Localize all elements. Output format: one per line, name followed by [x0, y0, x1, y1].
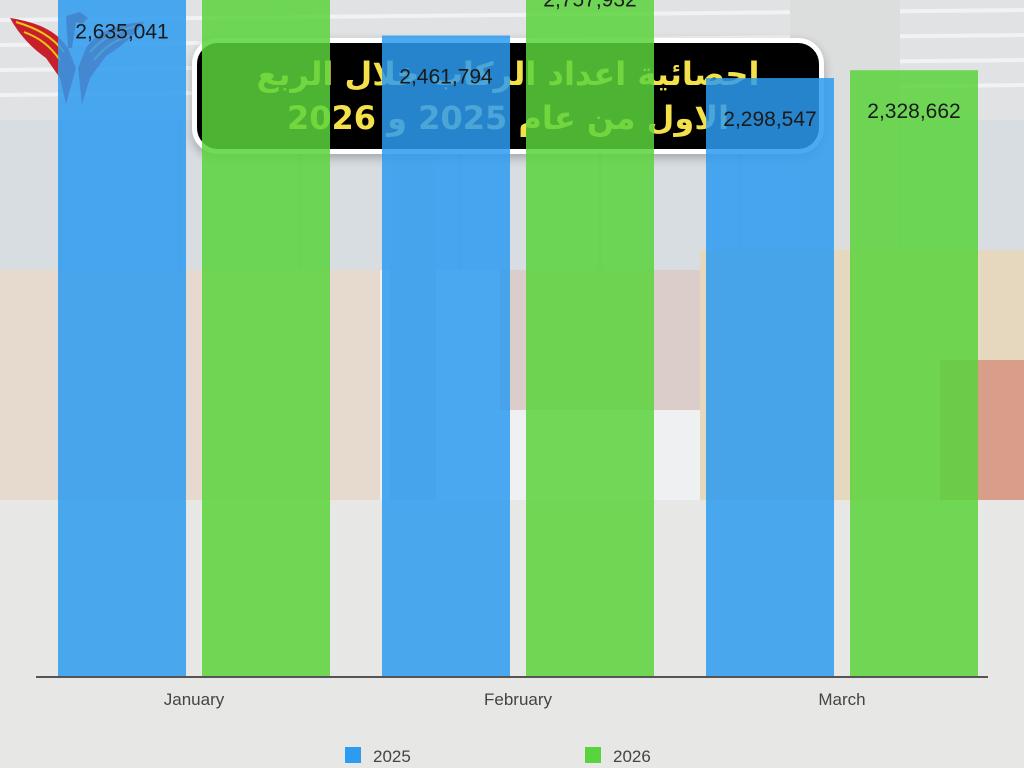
- x-tick-january: January: [164, 690, 225, 709]
- x-tick-february: February: [484, 690, 553, 709]
- bar-2025-march: [706, 78, 834, 677]
- bar-2026-february: [526, 0, 654, 678]
- value-label-2026-february: 2,757,932: [543, 0, 636, 11]
- bar-2025-january: [58, 0, 186, 677]
- bar-2026-march: [850, 70, 978, 677]
- x-tick-labels-group: January February March: [164, 690, 866, 709]
- value-label-2025-february: 2,461,794: [399, 66, 493, 89]
- bar-2026-january: [202, 0, 330, 677]
- x-tick-march: March: [818, 690, 865, 709]
- legend: 2025 2026: [345, 747, 651, 766]
- value-label-2025-march: 2,298,547: [723, 108, 816, 131]
- value-label-2026-march: 2,328,662: [867, 100, 960, 123]
- bar-2025-february: [382, 35, 510, 678]
- value-label-2025-january: 2,635,041: [75, 20, 168, 43]
- legend-swatch-2025: [345, 747, 361, 763]
- legend-swatch-2026: [585, 747, 601, 763]
- legend-label-2025: 2025: [373, 747, 411, 766]
- value-labels-group: 2,635,0412,996,6062,461,7942,757,9322,29…: [75, 0, 960, 131]
- bars-group: [58, 0, 978, 678]
- legend-label-2026: 2026: [613, 747, 651, 766]
